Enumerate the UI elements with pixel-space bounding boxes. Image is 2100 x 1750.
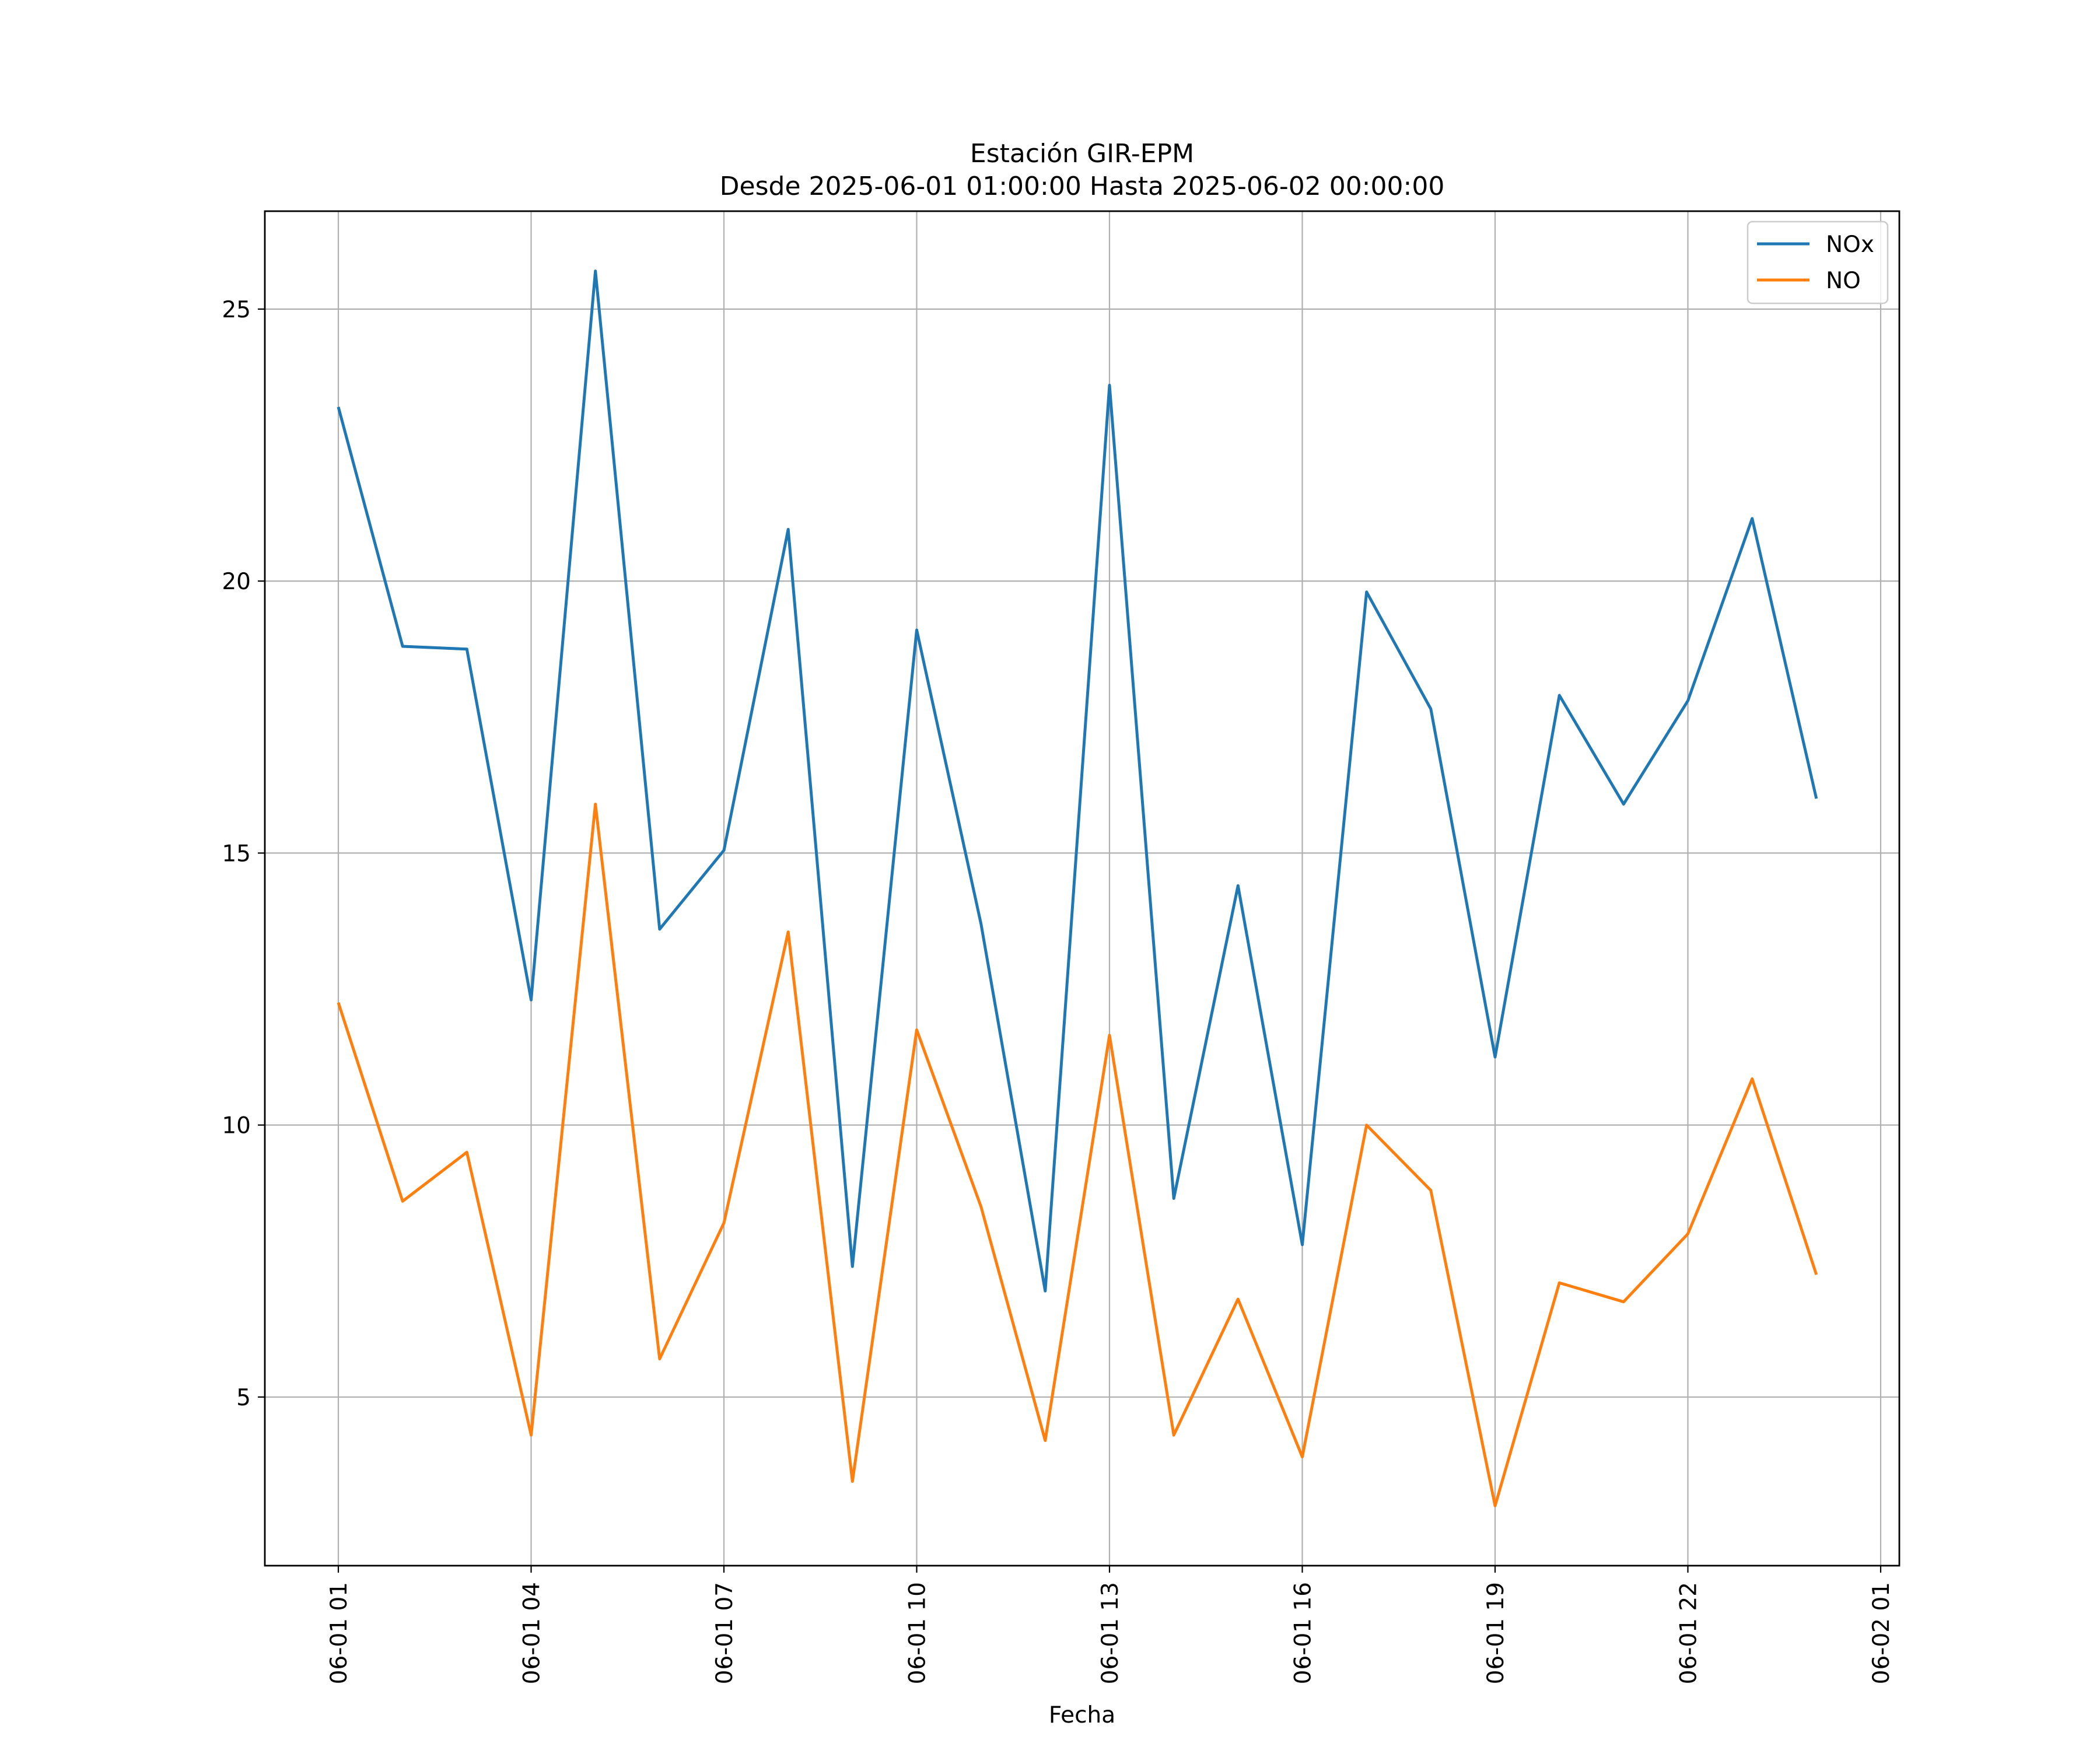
y-tick-label: 25	[222, 297, 251, 323]
grid	[265, 211, 1899, 1566]
x-tick-label: 06-01 01	[326, 1582, 352, 1684]
x-axis-label: Fecha	[1049, 1702, 1115, 1728]
legend-label-nox: NOx	[1826, 232, 1874, 258]
x-tick-label: 06-01 13	[1097, 1582, 1124, 1684]
chart-title: Estación GIR-EPM	[970, 139, 1194, 169]
plot-frame	[264, 210, 1901, 1567]
x-tick-label: 06-02 01	[1868, 1582, 1895, 1684]
plot-lines	[337, 270, 1818, 1507]
legend-label-no: NO	[1826, 268, 1861, 294]
x-tick-label: 06-01 19	[1483, 1582, 1509, 1684]
x-tick-label: 06-01 07	[712, 1582, 738, 1684]
y-tick-label: 20	[222, 569, 251, 595]
axis-ticks: 5 10 15 20 25 06-01 01 06-01 04 06-01 07 06-01 1…	[222, 297, 1895, 1685]
series-line-no	[337, 803, 1818, 1507]
chart-subtitle: Desde 2025-06-01 01:00:00 Hasta 2025-06-…	[720, 172, 1445, 201]
x-tick-label: 06-01 04	[519, 1582, 545, 1684]
legend: NOx NO	[1746, 220, 1889, 304]
y-tick-label: 15	[222, 841, 251, 867]
legend-box	[1746, 220, 1889, 304]
series-line-nox	[337, 270, 1818, 1293]
y-tick-label: 10	[222, 1113, 251, 1139]
y-tick-label: 5	[236, 1385, 251, 1411]
x-tick-label: 06-01 10	[905, 1582, 931, 1684]
x-tick-label: 06-01 16	[1290, 1582, 1317, 1684]
x-tick-label: 06-01 22	[1676, 1582, 1702, 1684]
